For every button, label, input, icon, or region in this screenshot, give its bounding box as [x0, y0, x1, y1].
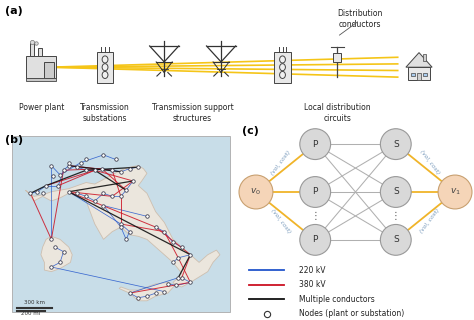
Text: S: S: [393, 236, 399, 244]
Circle shape: [280, 64, 285, 71]
Bar: [27, 56, 56, 78]
Text: P: P: [312, 140, 318, 148]
Bar: [30, 43, 34, 56]
Text: Power plant: Power plant: [18, 103, 64, 112]
Polygon shape: [119, 282, 175, 301]
Ellipse shape: [239, 175, 273, 209]
Text: Distribution
conductors: Distribution conductors: [337, 9, 383, 28]
Text: $v_1$: $v_1$: [450, 187, 460, 197]
Text: Transmission support
structures: Transmission support structures: [152, 103, 234, 123]
Polygon shape: [406, 52, 432, 67]
Ellipse shape: [300, 224, 331, 255]
Bar: [97, 52, 113, 83]
Bar: [45, 62, 55, 78]
Text: Transmission
substations: Transmission substations: [80, 103, 130, 123]
Polygon shape: [41, 236, 72, 272]
Bar: [408, 67, 430, 80]
Text: 300 km: 300 km: [24, 300, 45, 305]
Bar: [423, 73, 427, 76]
Circle shape: [102, 64, 108, 71]
Ellipse shape: [300, 129, 331, 160]
Text: S: S: [393, 140, 399, 148]
Text: (c): (c): [242, 126, 259, 136]
Ellipse shape: [380, 177, 411, 207]
Text: Multiple conductors: Multiple conductors: [299, 295, 374, 304]
Circle shape: [102, 56, 108, 63]
Bar: [274, 52, 291, 83]
Text: (vol, cost): (vol, cost): [419, 208, 441, 234]
Bar: [423, 54, 426, 60]
Text: 200 mi: 200 mi: [21, 311, 40, 316]
Text: S: S: [393, 188, 399, 196]
Bar: [38, 48, 42, 56]
Text: P: P: [312, 188, 318, 196]
Ellipse shape: [300, 177, 331, 207]
Bar: [417, 73, 421, 80]
Bar: [411, 73, 415, 76]
Circle shape: [280, 71, 285, 78]
Bar: [27, 78, 56, 81]
Circle shape: [280, 56, 285, 63]
Circle shape: [102, 71, 108, 78]
Bar: [333, 53, 341, 62]
Polygon shape: [25, 166, 220, 287]
Text: (b): (b): [5, 135, 23, 145]
Text: (a): (a): [5, 6, 23, 16]
Text: 380 kV: 380 kV: [299, 280, 325, 289]
Ellipse shape: [380, 224, 411, 255]
Text: (vol, cost): (vol, cost): [419, 149, 441, 176]
Text: 220 kV: 220 kV: [299, 266, 325, 275]
Text: $v_0$: $v_0$: [250, 187, 262, 197]
Text: ⋮: ⋮: [391, 211, 401, 221]
Text: ⋮: ⋮: [310, 211, 320, 221]
Text: Local distribution
circuits: Local distribution circuits: [304, 103, 370, 123]
Ellipse shape: [380, 129, 411, 160]
Text: P: P: [312, 236, 318, 244]
Ellipse shape: [438, 175, 472, 209]
Text: (vol, cost): (vol, cost): [270, 208, 292, 234]
Text: Nodes (plant or substation): Nodes (plant or substation): [299, 309, 404, 318]
Text: (vol, cost): (vol, cost): [270, 149, 292, 176]
